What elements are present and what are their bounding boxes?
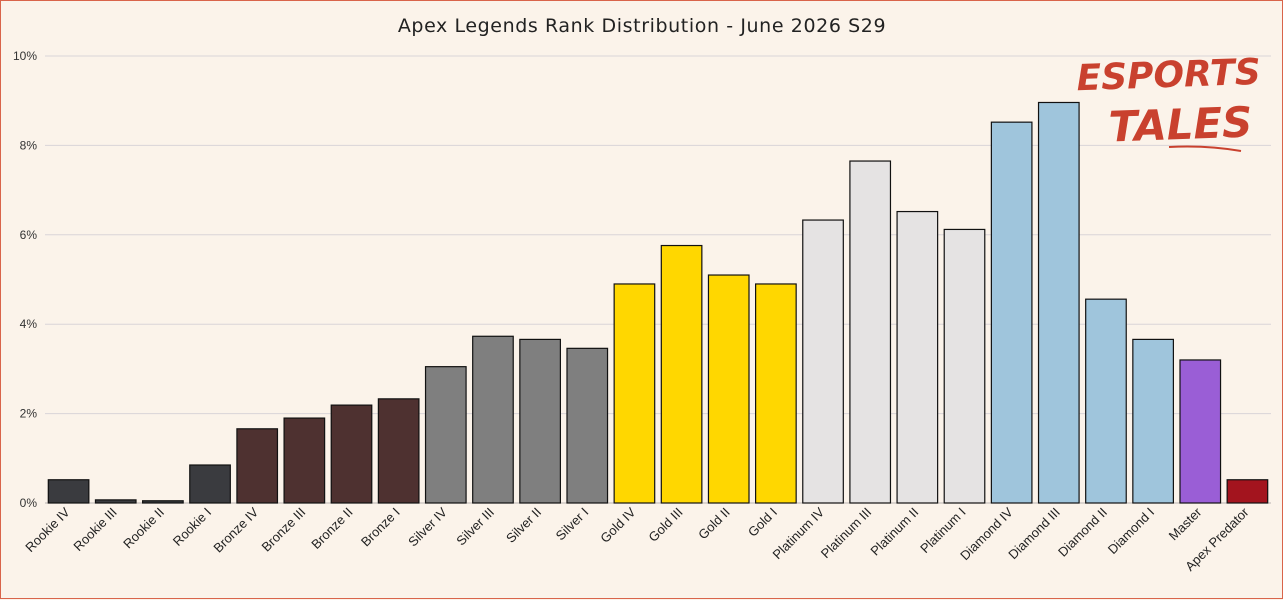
x-tick-label: Rookie III bbox=[70, 505, 119, 554]
x-tick-label: Gold IV bbox=[597, 504, 638, 545]
x-tick-label: Rookie II bbox=[120, 505, 167, 552]
bar-bronze-iv bbox=[236, 428, 279, 504]
bar-master bbox=[1179, 359, 1222, 504]
x-tick-label: Platinum III bbox=[818, 505, 875, 562]
bar-diamond-iv bbox=[990, 121, 1033, 504]
bar-platinum-iv bbox=[802, 219, 844, 504]
y-tick-label: 10% bbox=[13, 49, 37, 63]
y-tick-label: 4% bbox=[20, 317, 38, 331]
bar-rookie-iii bbox=[94, 499, 137, 504]
bar-diamond-iii bbox=[1037, 101, 1080, 504]
esports-tales-logo: ESPORTS TALES bbox=[1076, 52, 1261, 152]
x-tick-label: Gold III bbox=[645, 505, 685, 545]
bar-apex-predator bbox=[1226, 479, 1269, 504]
bar-diamond-ii bbox=[1085, 298, 1127, 504]
x-tick-label: Rookie IV bbox=[22, 504, 73, 555]
x-tick-label: Gold I bbox=[745, 505, 780, 540]
logo-line1: ESPORTS bbox=[1076, 52, 1261, 99]
x-tick-label: Bronze IV bbox=[210, 504, 261, 555]
bar-platinum-i bbox=[943, 228, 986, 504]
y-tick-label: 2% bbox=[20, 407, 38, 421]
bar-gold-iii bbox=[660, 244, 703, 504]
x-tick-label: Silver III bbox=[453, 505, 497, 549]
x-tick-label: Platinum II bbox=[867, 505, 921, 559]
bar-gold-ii bbox=[707, 274, 750, 504]
x-tick-label: Diamond III bbox=[1005, 505, 1063, 563]
bar-bronze-iii bbox=[283, 417, 326, 504]
bar-rookie-i bbox=[189, 464, 231, 504]
bar-rookie-ii bbox=[142, 500, 184, 504]
x-tick-label: Silver I bbox=[553, 505, 592, 544]
x-tick-label: Bronze I bbox=[358, 505, 403, 550]
x-tick-label: Diamond I bbox=[1105, 505, 1158, 558]
bar-platinum-ii bbox=[896, 210, 939, 504]
bar-gold-i bbox=[755, 283, 797, 504]
chart-title: Apex Legends Rank Distribution - June 20… bbox=[398, 15, 886, 37]
x-tick-label: Diamond II bbox=[1055, 505, 1110, 560]
y-tick-label: 6% bbox=[20, 228, 38, 242]
bar-silver-iv bbox=[424, 366, 467, 504]
bar-bronze-ii bbox=[330, 404, 373, 504]
x-tick-label: Silver II bbox=[503, 505, 544, 546]
x-tick-label: Bronze III bbox=[259, 505, 309, 555]
logo-underline bbox=[1168, 145, 1242, 152]
x-tick-label: Silver IV bbox=[405, 504, 450, 549]
y-tick-label: 8% bbox=[20, 138, 38, 152]
x-tick-label: Master bbox=[1166, 504, 1205, 543]
x-tick-label: Bronze II bbox=[308, 505, 355, 552]
bar-gold-iv bbox=[613, 283, 656, 504]
x-tick-label: Rookie I bbox=[170, 505, 214, 549]
y-tick-label: 0% bbox=[20, 496, 38, 510]
y-axis-ticks: 0% 2% 4% 6% 8% 10% bbox=[13, 49, 37, 510]
logo-line2: TALES bbox=[1108, 98, 1253, 152]
bar-bronze-i bbox=[377, 398, 420, 504]
x-tick-label: Gold II bbox=[695, 505, 733, 543]
bar-silver-iii bbox=[472, 335, 514, 504]
x-tick-label: Platinum IV bbox=[770, 504, 828, 562]
bar-silver-ii bbox=[519, 338, 561, 504]
bar-rookie-iv bbox=[47, 479, 90, 504]
bars bbox=[47, 101, 1269, 504]
bar-diamond-i bbox=[1132, 338, 1174, 504]
bar-silver-i bbox=[566, 347, 609, 504]
bar-platinum-iii bbox=[849, 160, 892, 504]
